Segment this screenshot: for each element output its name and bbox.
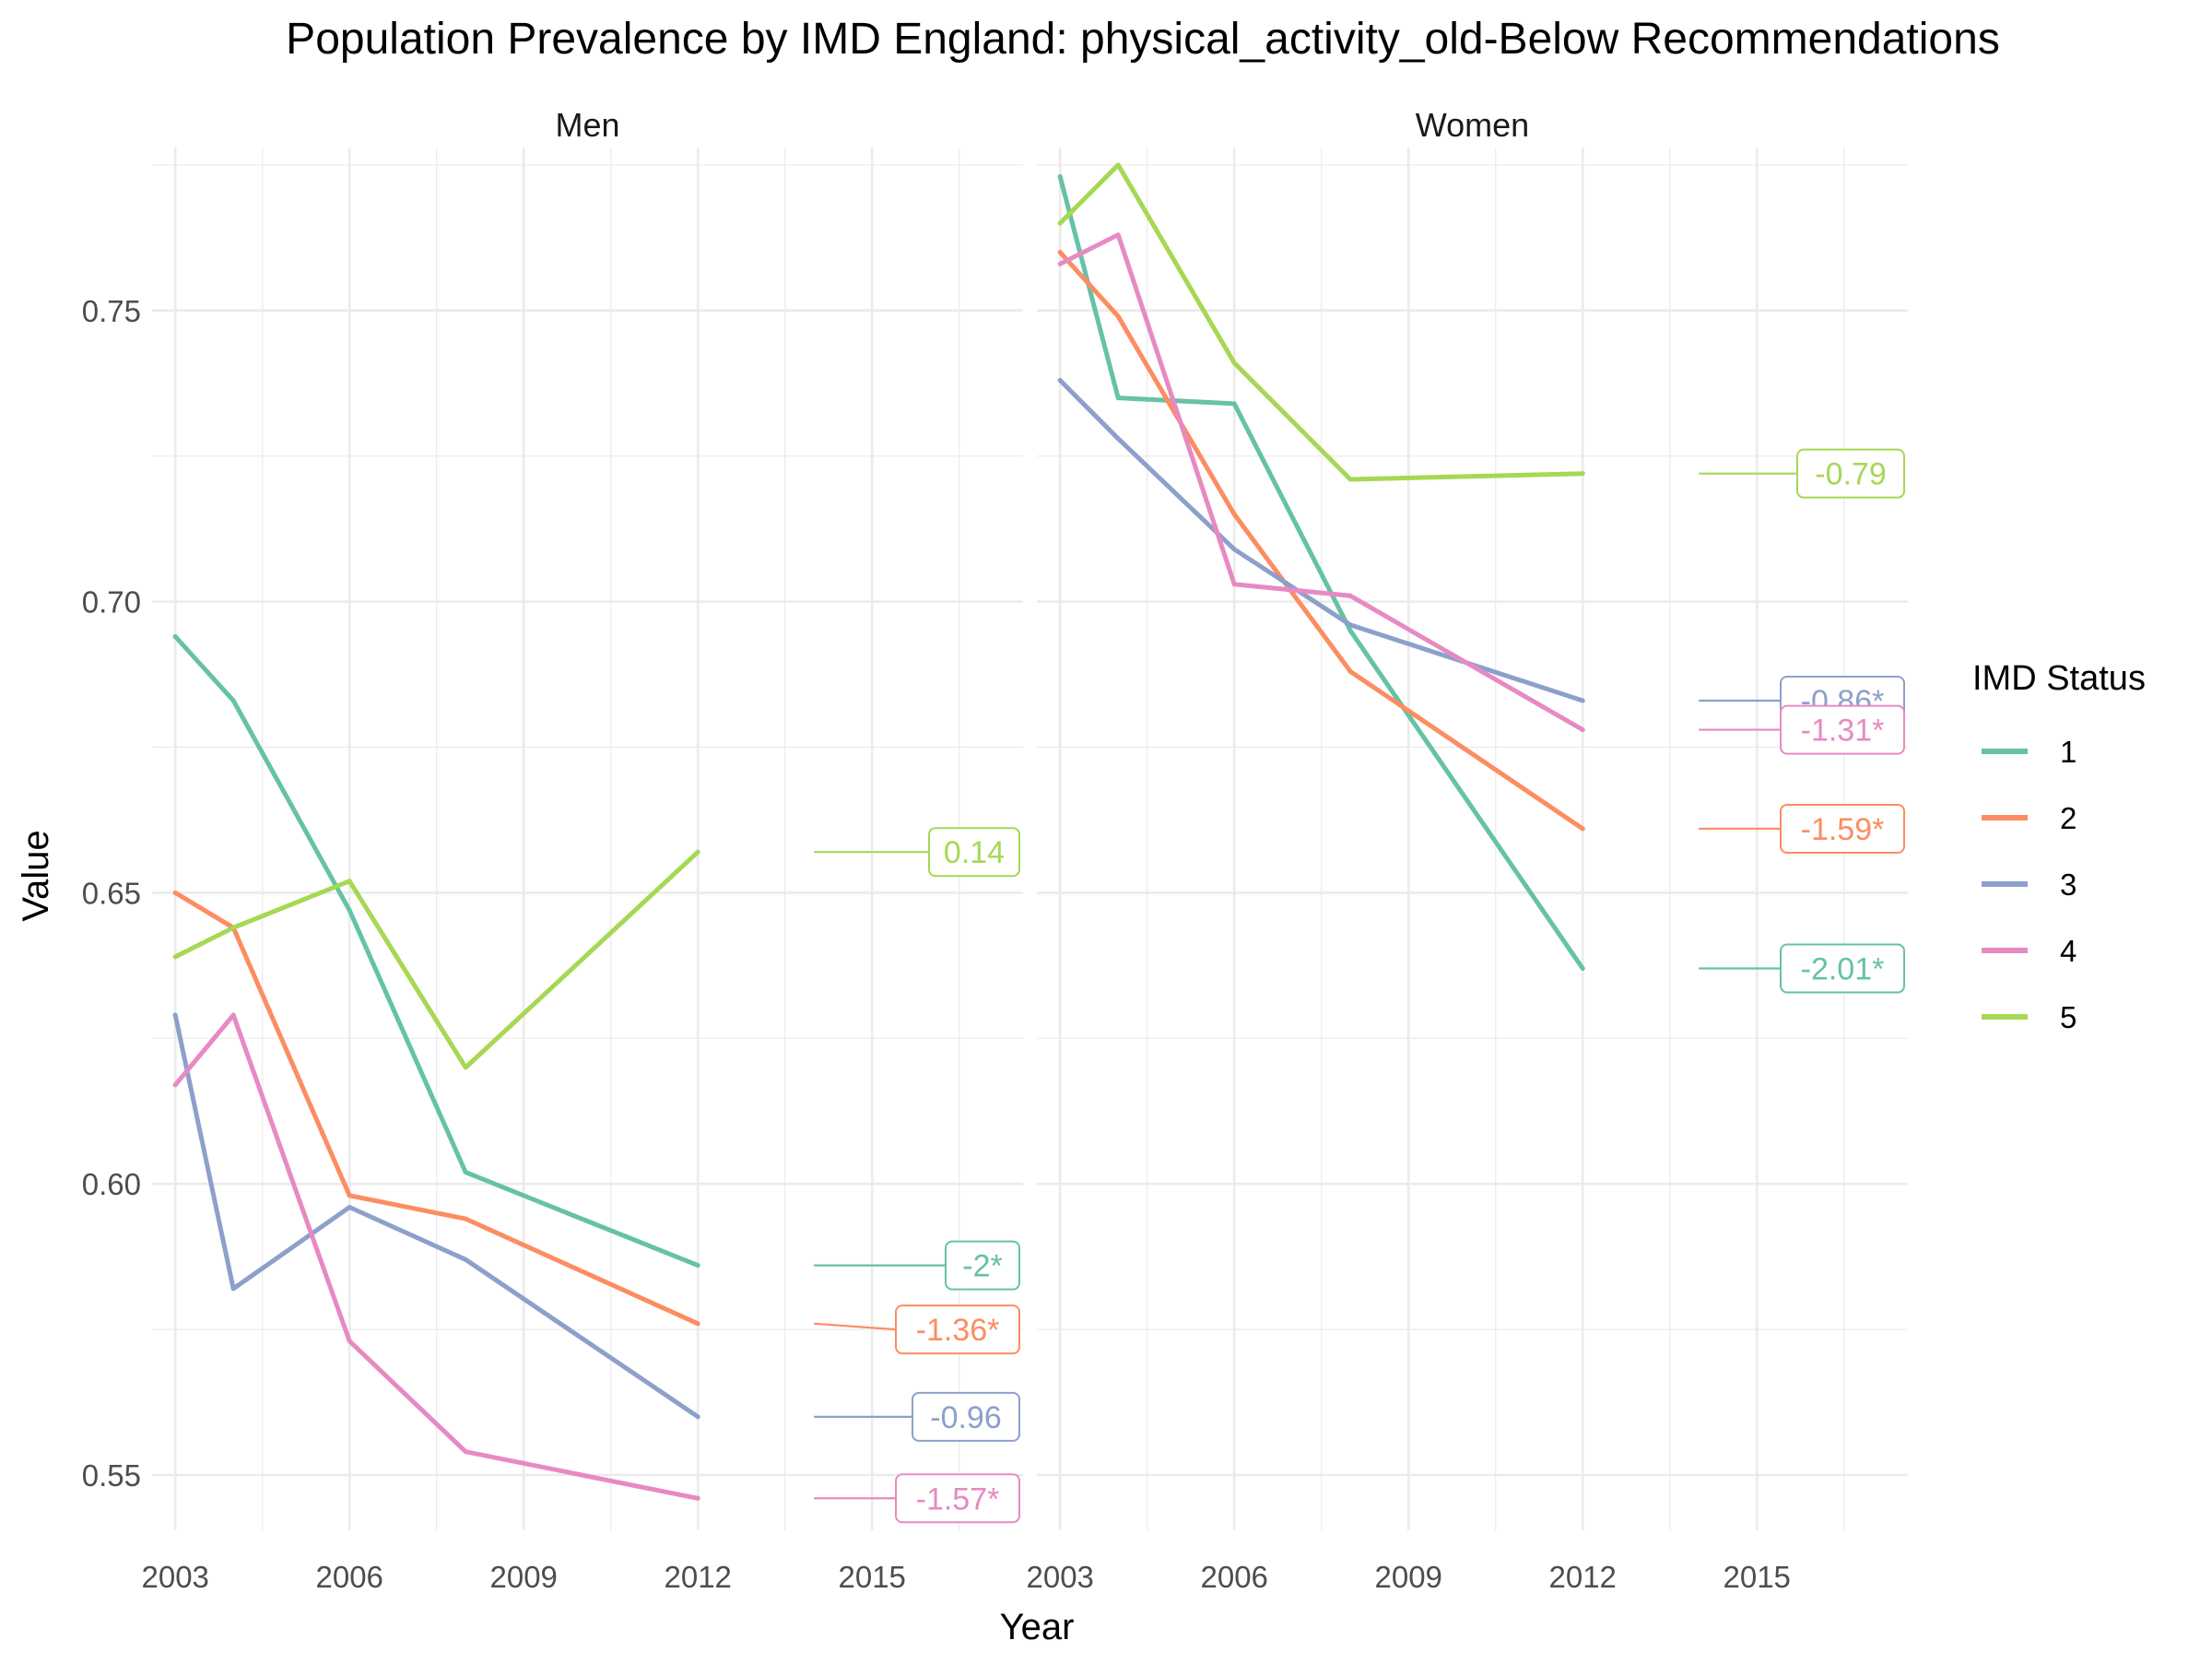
x-axis-label: Year [1000,1607,1075,1647]
data-point-5 [172,954,178,960]
annotation-label: -2.01* [1801,952,1885,987]
data-point-3 [1580,698,1585,703]
annotation-box [1780,704,1905,755]
data-point-1 [1057,174,1063,180]
data-point-5 [1231,360,1237,366]
x-tick-label: 2009 [489,1560,557,1594]
data-point-3 [695,1414,700,1420]
y-tick-label: 0.55 [82,1458,141,1493]
data-point-4 [347,1339,352,1344]
annotation-label: -1.31* [1801,714,1885,749]
data-point-3 [1231,547,1237,552]
x-tick-label: 2015 [838,1560,905,1594]
annotation-label: -1.57* [916,1481,1000,1516]
data-point-3 [1115,436,1121,442]
data-point-2 [347,1193,352,1198]
data-point-2 [1347,668,1353,674]
annotation-label: -2* [962,1249,1002,1284]
data-point-5 [1580,471,1585,477]
data-point-3 [463,1257,468,1262]
data-point-3 [347,1204,352,1210]
data-point-2 [1057,250,1063,255]
legend-label-1: 1 [2060,735,2077,769]
data-point-1 [172,634,178,640]
y-tick-label: 0.60 [82,1167,141,1201]
legend-label-2: 2 [2060,801,2077,835]
legend-label-4: 4 [2060,934,2077,968]
annotation-box [1780,803,1905,854]
y-tick-label: 0.65 [82,876,141,910]
data-point-3 [172,1012,178,1018]
data-point-5 [1347,477,1353,482]
data-point-1 [1580,966,1585,972]
x-tick-label: 2015 [1723,1560,1790,1594]
x-tick-label: 2009 [1374,1560,1441,1594]
annotation-box [1780,943,1905,994]
data-point-4 [1115,232,1121,238]
x-tick-label: 2006 [1200,1560,1267,1594]
x-tick-label: 2003 [1026,1560,1093,1594]
y-tick-label: 0.75 [82,294,141,328]
data-point-4 [1580,727,1585,733]
data-point-2 [172,890,178,895]
data-point-2 [1580,826,1585,832]
y-tick-label: 0.70 [82,585,141,620]
annotation-box [928,827,1020,878]
data-point-4 [1057,261,1063,266]
annotation-label: -1.59* [1801,812,1885,847]
data-point-4 [695,1495,700,1501]
annotation-label: 0.14 [944,835,1005,870]
annotation-label: -0.79 [1815,457,1887,492]
chart-title: Population Prevalence by IMD England: ph… [286,15,2000,64]
x-tick-label: 2012 [664,1560,731,1594]
facet-label: Women [1416,106,1529,144]
annotation-box [895,1304,1020,1355]
data-point-4 [1231,582,1237,587]
annotation-box [945,1240,1020,1291]
data-point-2 [463,1216,468,1221]
annotation-connector [814,1322,897,1331]
x-tick-label: 2003 [141,1560,208,1594]
legend-label-3: 3 [2060,867,2077,902]
data-point-2 [1115,313,1121,319]
data-point-4 [463,1449,468,1455]
data-point-1 [1347,628,1353,633]
data-point-3 [1057,378,1063,384]
data-point-1 [1115,395,1121,401]
data-point-5 [695,849,700,855]
data-point-1 [347,907,352,913]
data-point-2 [695,1321,700,1327]
data-point-1 [695,1263,700,1269]
data-point-1 [463,1170,468,1175]
annotation-label: -0.96 [930,1400,1002,1435]
data-point-5 [463,1065,468,1070]
data-point-3 [230,1286,236,1292]
facet-label: Men [555,106,619,144]
annotation-label: -1.36* [916,1313,1000,1348]
data-point-1 [1231,401,1237,407]
annotation-box [1796,448,1905,499]
data-point-5 [1057,220,1063,226]
data-point-4 [230,1012,236,1018]
legend-label-5: 5 [2060,1000,2077,1034]
y-axis-label: Value [16,830,56,921]
data-point-4 [1347,593,1353,598]
x-tick-label: 2006 [315,1560,382,1594]
legend-title: IMD Status [1972,659,2146,698]
annotation-box [895,1473,1020,1524]
annotation-box [912,1391,1020,1442]
x-tick-label: 2012 [1548,1560,1616,1594]
data-point-5 [347,879,352,884]
data-point-1 [230,698,236,703]
data-point-4 [172,1082,178,1088]
data-point-5 [230,925,236,930]
data-point-2 [1231,512,1237,517]
data-point-5 [1115,162,1121,168]
data-point-3 [1347,622,1353,628]
